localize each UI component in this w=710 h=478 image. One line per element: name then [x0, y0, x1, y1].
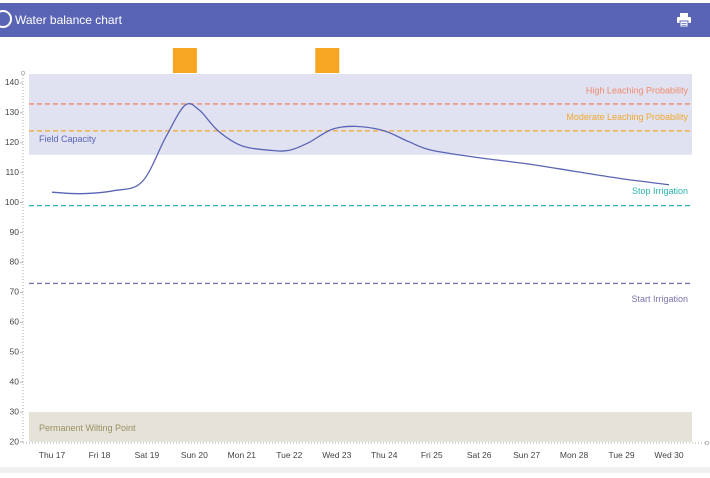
band-0	[29, 74, 692, 155]
threshold-label-3: Start Irrigation	[631, 294, 688, 304]
page-title: Water balance chart	[15, 13, 122, 27]
x-tick-label: Fri 18	[89, 450, 111, 460]
y-tick-label: 70	[10, 287, 20, 297]
band-label-permanent-wilting-point: Permanent Wilting Point	[39, 423, 136, 433]
threshold-label-1: Moderate Leaching Probability	[566, 112, 688, 122]
y-tick-label: 40	[10, 376, 20, 386]
band-label-field-capacity: Field Capacity	[39, 134, 97, 144]
x-tick-label: Wed 30	[654, 450, 683, 460]
x-tick-label: Tue 22	[276, 450, 302, 460]
x-tick-label: Thu 24	[371, 450, 398, 460]
y-tick-label: 140	[5, 77, 19, 87]
event-marker-0	[172, 48, 197, 73]
y-tick-label: 60	[10, 317, 20, 327]
y-tick-label: 90	[10, 227, 20, 237]
chart-svg: Field Capacity Permanent Wilting Point 20 3…	[5, 48, 710, 460]
x-tick-label: Sat 19	[135, 450, 160, 460]
y-tick-label: 20	[10, 436, 20, 446]
y-tick-label: 100	[5, 197, 19, 207]
x-tick-label: Sat 26	[467, 450, 492, 460]
event-marker-1	[315, 48, 340, 73]
x-tick-label: Wed 23	[322, 450, 351, 460]
y-tick-label: 30	[10, 406, 20, 416]
y-tick-label: 130	[5, 107, 19, 117]
logo-icon	[0, 10, 12, 28]
threshold-label-2: Stop Irrigation	[632, 186, 688, 196]
x-axis-end-dot	[704, 440, 710, 446]
x-tick-label: Mon 28	[560, 450, 589, 460]
series-line-0	[51, 102, 670, 195]
y-tick-label: 120	[5, 137, 19, 147]
water-balance-chart: Field Capacity Permanent Wilting Point 20 3…	[0, 37, 710, 473]
bottom-strip	[0, 467, 710, 473]
y-axis-end-dot	[20, 70, 26, 76]
x-tick-label: Tue 29	[608, 450, 634, 460]
y-tick-label: 50	[10, 346, 20, 356]
threshold-label-0: High Leaching Probability	[586, 85, 689, 95]
x-tick-label: Sun 20	[181, 450, 208, 460]
y-tick-label: 80	[10, 257, 20, 267]
y-tick-label: 110	[5, 167, 19, 177]
x-tick-label: Sun 27	[513, 450, 540, 460]
printer-icon[interactable]	[676, 13, 692, 27]
chart-header: Water balance chart	[0, 3, 710, 37]
band-1	[29, 412, 692, 442]
x-tick-label: Fri 25	[421, 450, 443, 460]
x-tick-label: Thu 17	[39, 450, 66, 460]
x-tick-label: Mon 21	[228, 450, 257, 460]
